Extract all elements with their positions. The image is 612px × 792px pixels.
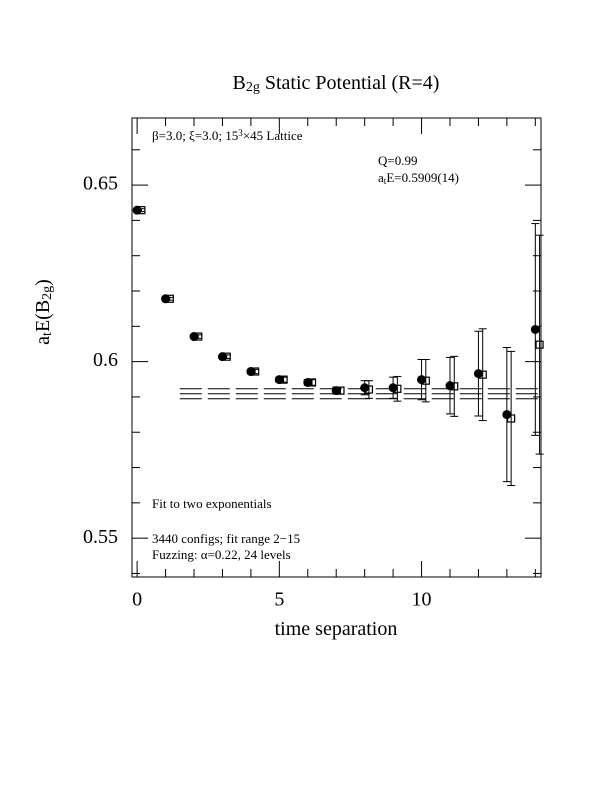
data-point bbox=[222, 352, 231, 361]
data-point bbox=[307, 378, 317, 387]
data-point bbox=[161, 294, 171, 304]
error-bar bbox=[478, 328, 487, 422]
y-tick-label: 0.65 bbox=[83, 173, 118, 195]
annotation: Fit to two exponentials bbox=[152, 496, 272, 511]
text-part: a bbox=[378, 170, 384, 185]
error-bar bbox=[194, 334, 203, 339]
text-part: t bbox=[40, 332, 55, 336]
text-part: t bbox=[384, 176, 387, 186]
data-point bbox=[331, 386, 341, 396]
error-bar bbox=[507, 350, 516, 487]
error-bar bbox=[251, 368, 260, 375]
text-part: 2g bbox=[40, 286, 55, 300]
data-point bbox=[393, 384, 402, 393]
x-tick-label: 0 bbox=[132, 589, 142, 611]
y-tick-label: 0.55 bbox=[83, 526, 118, 548]
error-bar bbox=[137, 208, 146, 213]
text-part: 3 bbox=[238, 128, 243, 138]
error-bar bbox=[165, 296, 174, 301]
error-bar bbox=[421, 359, 430, 403]
annotation: Q=0.99 bbox=[378, 153, 417, 168]
data-point bbox=[502, 410, 512, 420]
text-part: Q=0.99 bbox=[378, 153, 417, 168]
text-part: ) bbox=[32, 279, 54, 286]
error-bar bbox=[535, 234, 544, 455]
chart-title: B2g Static Potential (R=4) bbox=[233, 72, 440, 96]
y-tick-label: 0.6 bbox=[93, 349, 118, 371]
data-point bbox=[303, 377, 313, 387]
data-point bbox=[507, 414, 516, 423]
error-bar bbox=[364, 380, 373, 399]
text-part: β=3.0; ξ=3.0; 15 bbox=[152, 128, 238, 143]
data-point bbox=[364, 385, 374, 394]
data-point bbox=[473, 369, 483, 379]
data-point bbox=[535, 340, 544, 349]
data-point bbox=[360, 383, 370, 393]
error-bar bbox=[308, 379, 317, 386]
text-part: Fit to two exponentials bbox=[152, 496, 272, 511]
text-part: Static Potential (R=4) bbox=[260, 72, 440, 94]
text-part: ×45 Lattice bbox=[243, 128, 303, 143]
text-part: E(B bbox=[32, 300, 54, 332]
text-part: a bbox=[32, 336, 54, 345]
error-bar bbox=[279, 376, 288, 383]
text-part: time separation bbox=[275, 618, 398, 640]
y-axis-label: atE(B2g) bbox=[32, 279, 56, 345]
data-point bbox=[194, 332, 203, 341]
data-point bbox=[336, 386, 345, 395]
data-point bbox=[165, 294, 174, 303]
error-bar bbox=[393, 375, 402, 402]
data-point bbox=[251, 367, 260, 376]
data-point bbox=[421, 376, 430, 385]
x-tick-label: 5 bbox=[274, 589, 284, 611]
data-point bbox=[388, 383, 398, 393]
annotation: atE=0.5909(14) bbox=[378, 170, 459, 186]
data-point bbox=[417, 375, 427, 385]
error-bar bbox=[450, 355, 459, 417]
x-tick-label: 10 bbox=[412, 589, 432, 611]
error-bar bbox=[222, 354, 231, 359]
annotation: β=3.0; ξ=3.0; 153×45 Lattice bbox=[152, 128, 303, 143]
data-point bbox=[478, 370, 487, 379]
text-part: 2g bbox=[246, 80, 260, 95]
data-point bbox=[530, 324, 540, 334]
x-axis-label: time separation bbox=[275, 618, 398, 640]
annotation: 3440 configs; fit range 2−15 bbox=[152, 531, 300, 546]
text-part: B bbox=[233, 72, 246, 94]
data-point bbox=[450, 382, 459, 391]
data-point bbox=[137, 206, 146, 215]
text-part: 3440 configs; fit range 2−15 bbox=[152, 531, 300, 546]
text-part: E=0.5909(14) bbox=[386, 170, 459, 185]
data-point bbox=[279, 375, 288, 384]
text-part: Fuzzing: α=0.22, 24 levels bbox=[152, 547, 291, 562]
annotation: Fuzzing: α=0.22, 24 levels bbox=[152, 547, 291, 562]
data-point bbox=[132, 205, 142, 215]
